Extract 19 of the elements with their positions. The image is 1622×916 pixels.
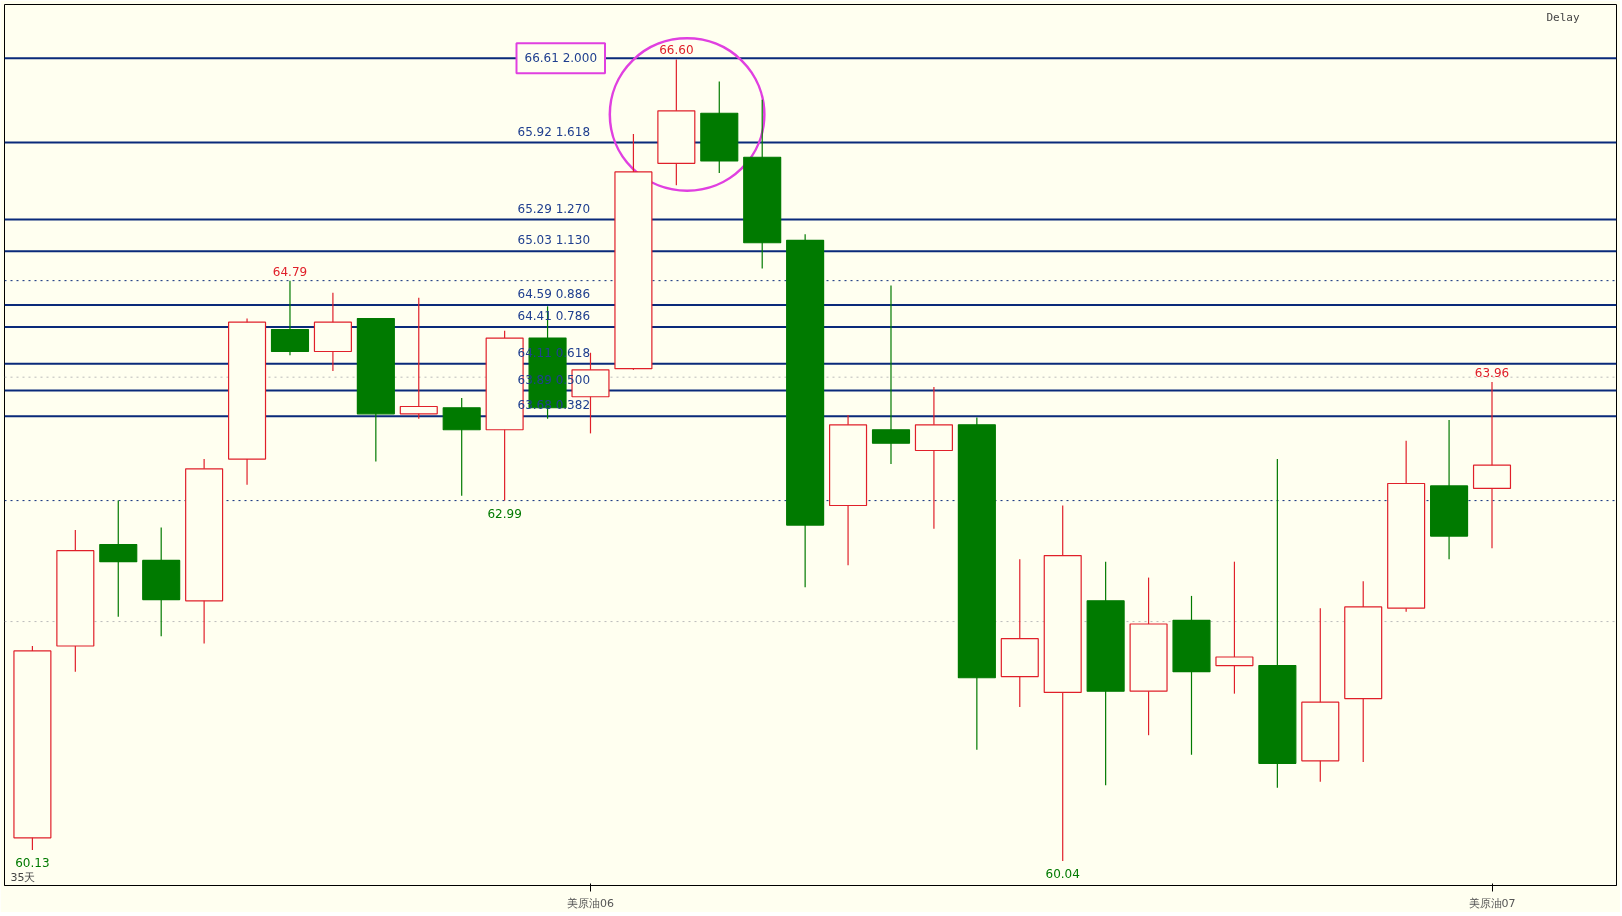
x-tick-label: 美原油07 xyxy=(1468,896,1516,910)
annotation: 64.79 xyxy=(272,264,308,279)
candlestick xyxy=(871,284,911,465)
annotation: 60.13 xyxy=(15,856,50,871)
annotation: 60.04 xyxy=(1045,867,1080,882)
ref-line-label: 65.03 1.130 xyxy=(517,233,591,248)
x-tick-label: 美原油06 xyxy=(566,896,614,910)
ref-line-label: 65.29 1.270 xyxy=(517,201,591,216)
annotation: 62.99 xyxy=(487,506,522,521)
ref-line-label: 65.92 1.618 xyxy=(517,124,591,139)
candlestick xyxy=(1215,561,1254,695)
candlestick xyxy=(99,500,138,618)
text: 35天 xyxy=(10,870,36,884)
ref-line-label: 66.61 2.000 xyxy=(524,51,598,66)
text: Delay xyxy=(1546,10,1580,24)
annotation: 66.60 xyxy=(659,43,694,58)
annotation: 63.96 xyxy=(1474,366,1510,381)
candlestick xyxy=(399,297,438,420)
ref-line-label: 64.59 0.886 xyxy=(517,287,591,302)
